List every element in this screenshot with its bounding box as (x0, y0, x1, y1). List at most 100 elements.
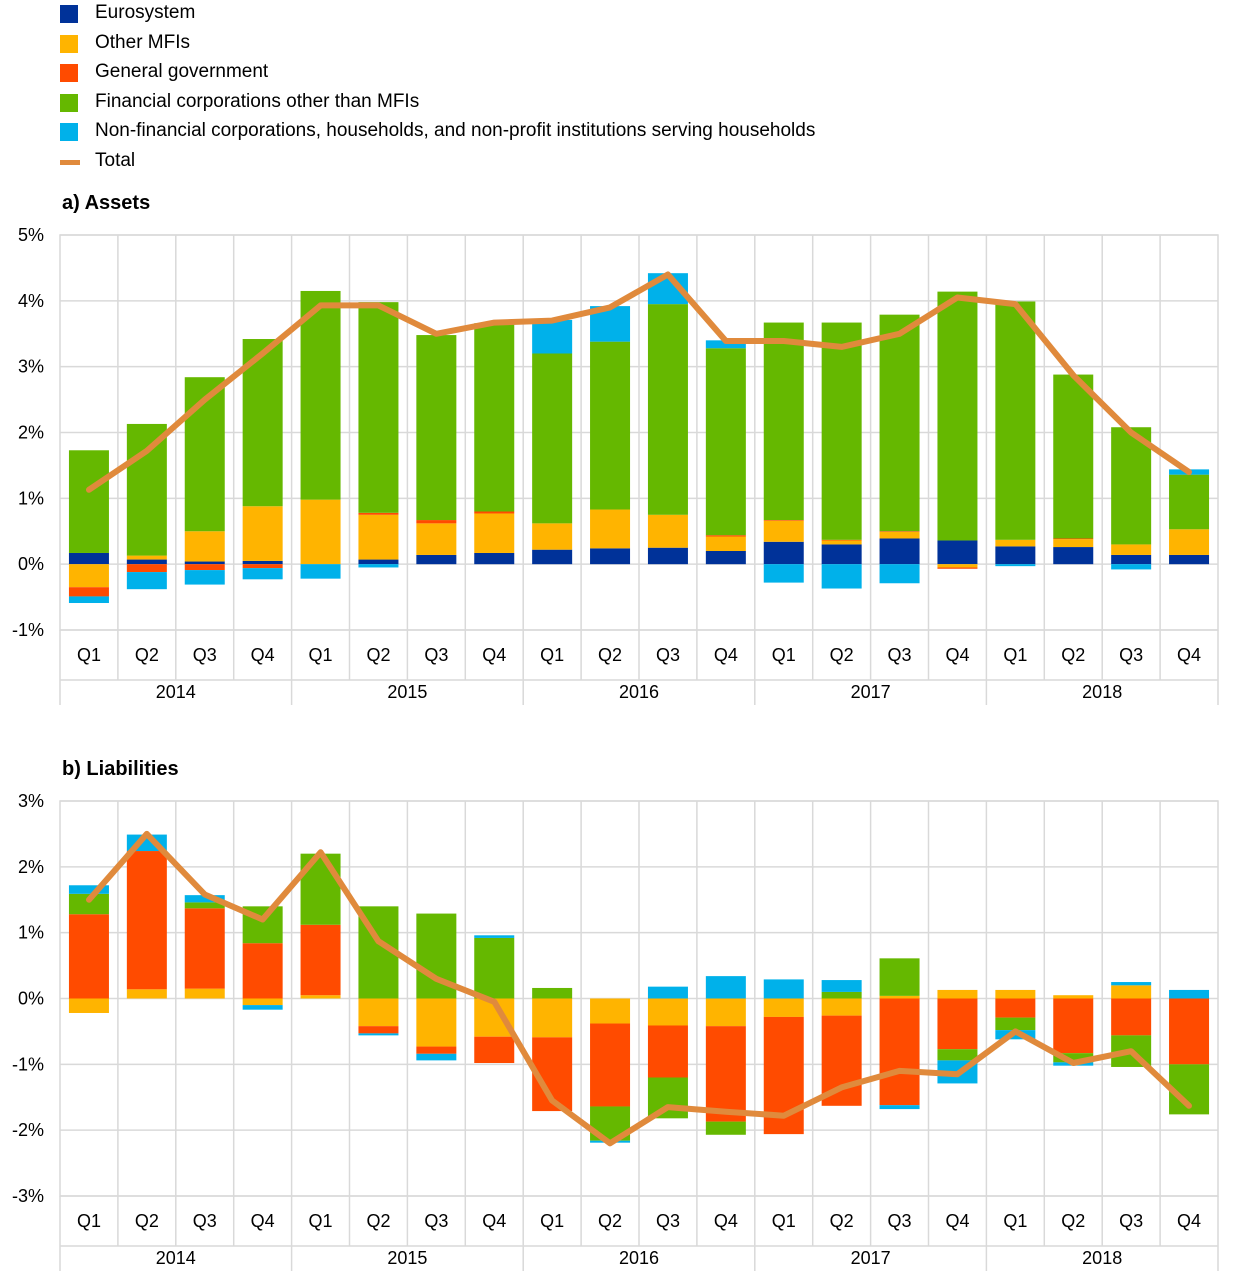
liabilities-bar-segment (821, 998, 862, 1016)
assets-bar-segment (242, 560, 283, 565)
assets-quarter-label: Q1 (540, 645, 564, 665)
liabilities-quarter-label: Q1 (77, 1211, 101, 1231)
legend-label: Total (95, 149, 136, 171)
assets-bar-segment (300, 564, 341, 579)
assets-y-tick-label: -1% (12, 620, 44, 640)
liabilities-bar-segment (937, 989, 978, 999)
assets-bar-segment (1111, 427, 1152, 545)
liabilities-bar-segment (647, 986, 688, 999)
liabilities-quarter-label: Q3 (193, 1211, 217, 1231)
liabilities-total-line (86, 830, 1192, 1147)
assets-quarter-label: Q4 (945, 645, 969, 665)
assets-bar-segment (705, 535, 746, 537)
assets-bar-segment (358, 514, 399, 560)
assets-bar-segment (300, 499, 341, 565)
liabilities-quarter-label: Q4 (714, 1211, 738, 1231)
liabilities-bar-segment (126, 989, 167, 999)
assets-bar-segment (358, 559, 399, 565)
assets-bar-segment (68, 587, 109, 597)
liabilities-bar-segment (879, 998, 920, 1106)
assets-bar-segment (126, 423, 167, 556)
liabilities-quarter-label: Q3 (424, 1211, 448, 1231)
assets-bar-segment (821, 564, 862, 589)
legend-label: Eurosystem (95, 2, 196, 23)
chart-legend: Eurosystem Other MFIs General government… (60, 0, 815, 177)
liabilities-bar-segment (416, 998, 457, 1047)
liabilities-bar-segment (358, 1026, 399, 1034)
legend-label: Non-financial corporations, households, … (95, 120, 816, 141)
assets-bar-segment (879, 538, 920, 565)
assets-bar-segment (416, 520, 457, 524)
liabilities-bar-segment (879, 995, 920, 999)
liabilities-y-tick-label: 3% (18, 791, 44, 811)
assets-quarter-label: Q1 (77, 645, 101, 665)
assets-bar-segment (1053, 538, 1094, 540)
legend-swatch (60, 123, 78, 141)
assets-quarter-label: Q3 (888, 645, 912, 665)
assets-bar-segment (358, 512, 399, 515)
assets-bar-segment (358, 302, 399, 513)
assets-bar-segment (68, 552, 109, 565)
liabilities-quarter-label: Q2 (135, 1211, 159, 1231)
liabilities-bar-segment (68, 885, 109, 894)
assets-y-tick-label: 1% (18, 488, 44, 508)
liabilities-bar-segment (1111, 982, 1152, 986)
liabilities-bar-segment (242, 998, 283, 1006)
liabilities-bar-segment (821, 991, 862, 999)
assets-year-label: 2017 (851, 682, 891, 702)
assets-bar-segment (937, 564, 978, 568)
liabilities-y-tick-label: -1% (12, 1054, 44, 1074)
liabilities-quarter-label: Q3 (888, 1211, 912, 1231)
liabilities-quarter-label: Q1 (309, 1211, 333, 1231)
assets-quarter-label: Q2 (135, 645, 159, 665)
liabilities-bar-segment (1169, 989, 1210, 999)
liabilities-bar-segment (358, 1033, 399, 1036)
legend-item-total: Total (60, 148, 815, 178)
assets-bar-segment (126, 555, 167, 560)
liabilities-quarter-label: Q1 (540, 1211, 564, 1231)
liabilities-chart: -3% -2% -1% 0% 1% 2% 3% Q1 Q2 Q3 Q4 Q1 Q2 Q3 Q4 Q1 Q2 Q3 Q… (12, 791, 1219, 1271)
liabilities-bar-segment (416, 1046, 457, 1054)
liabilities-year-label: 2016 (619, 1248, 659, 1268)
assets-bar-segment (1053, 547, 1094, 565)
assets-bar-segment (937, 540, 978, 565)
assets-panel-title: a) Assets (62, 192, 151, 214)
assets-y-tick-label: 4% (18, 291, 44, 311)
assets-quarter-label: Q1 (309, 645, 333, 665)
liabilities-bar-segment (995, 989, 1036, 999)
liabilities-bar-segment (590, 1023, 631, 1107)
legend-swatch (60, 64, 78, 82)
liabilities-bar-segment (1053, 998, 1094, 1054)
assets-bar-segment (763, 520, 804, 521)
liabilities-panel-title: b) Liabilities (62, 758, 179, 780)
assets-y-tick-label: 3% (18, 357, 44, 377)
assets-quarter-label: Q2 (830, 645, 854, 665)
liabilities-bar-segment (532, 987, 573, 999)
liabilities-bar-segment (68, 998, 109, 1013)
assets-total-line (86, 271, 1192, 493)
liabilities-bar-segment (1053, 1053, 1094, 1063)
liabilities-quarter-label: Q3 (1119, 1211, 1143, 1231)
assets-bar-segment (126, 559, 167, 565)
liabilities-quarter-label: Q3 (656, 1211, 680, 1231)
liabilities-bar-segment (763, 979, 804, 999)
liabilities-bar-segment (300, 995, 341, 999)
assets-chart: -1% 0% 1% 2% 3% 4% 5% Q1 Q2 Q3 Q4 Q1 Q2 Q3 Q4 Q1 Q2 Q3 Q4 Q… (12, 225, 1219, 705)
liabilities-bar-segment (879, 958, 920, 996)
liabilities-quarter-label: Q4 (1177, 1211, 1201, 1231)
assets-bar-segment (879, 564, 920, 584)
liabilities-bar-segment (821, 980, 862, 992)
liabilities-bar-segment (474, 1036, 515, 1064)
liabilities-year-label: 2015 (387, 1248, 427, 1268)
assets-bar-segment (1053, 539, 1094, 548)
assets-quarter-label: Q2 (598, 645, 622, 665)
liabilities-bar-segment (184, 908, 225, 989)
assets-quarter-label: Q3 (424, 645, 448, 665)
assets-y-tick-label: 5% (18, 225, 44, 245)
assets-bar-segment (474, 513, 515, 553)
assets-bar-segment (474, 552, 515, 565)
liabilities-y-tick-label: 1% (18, 923, 44, 943)
liabilities-bar-segment (416, 1053, 457, 1061)
assets-bar-segment (821, 544, 862, 565)
assets-year-label: 2014 (156, 682, 196, 702)
